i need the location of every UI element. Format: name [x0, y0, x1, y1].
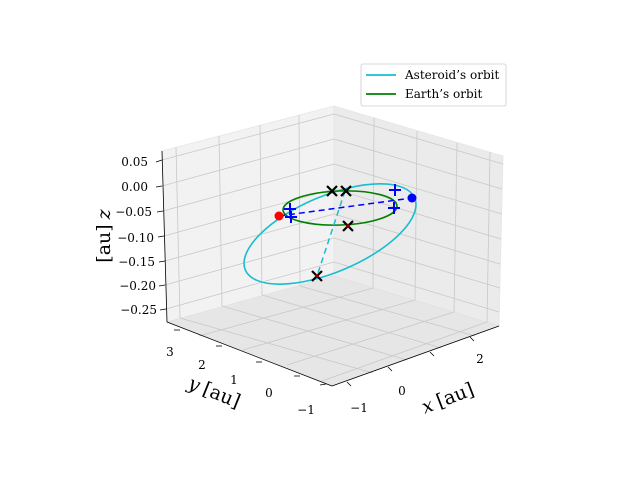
x-tick-label: 2 [476, 352, 484, 366]
z-axis-var: z [93, 208, 115, 220]
red-point [274, 211, 284, 221]
x-marker-earth [326, 185, 338, 197]
y-tick-label: 0 [265, 386, 273, 400]
z-tick-label: 0.00 [121, 180, 148, 194]
z-tick-label: −0.10 [117, 231, 154, 245]
y-tick-labels: 3 2 1 0 −1 [166, 345, 315, 417]
x-marker-core [346, 224, 350, 228]
x-tick-label: −1 [350, 401, 368, 415]
y-tick-label: 1 [230, 373, 238, 387]
z-tick-labels: 0.05 0.00 −0.05 −0.10 −0.15 −0.20 −0.25 [115, 155, 157, 317]
legend-box [360, 63, 507, 107]
line-of-nodes [278, 197, 413, 217]
plus-markers [284, 184, 401, 223]
legend-label-earth: Earth’s orbit [405, 87, 482, 101]
y-tick-label: 3 [166, 345, 174, 359]
tick-marks [155, 159, 475, 387]
x-marker-earth [340, 185, 352, 197]
earth-orbit [282, 190, 398, 226]
legend-label-asteroid: Asteroid’s orbit [404, 68, 499, 82]
x-axis-var: x [419, 394, 437, 418]
x-tick-labels: −1 0 2 [350, 352, 484, 415]
axis-lines [161, 150, 500, 387]
legend: Asteroid’s orbit Earth’s orbit [360, 63, 507, 107]
z-tick-label: 0.05 [121, 155, 148, 169]
x-axis-unit: [au] [433, 378, 477, 412]
z-axis-unit: [au] [93, 224, 115, 262]
y-tick-label: −1 [297, 403, 315, 417]
x-markers [311, 185, 354, 282]
z-tick-label: −0.25 [120, 303, 157, 317]
grid-lines [161, 113, 504, 382]
y-tick-label: 2 [198, 358, 206, 372]
x-marker-core [315, 274, 319, 278]
plus-marker [389, 184, 401, 196]
z-tick-label: −0.20 [119, 279, 156, 293]
z-tick-label: −0.05 [115, 205, 152, 219]
plus-marker [285, 211, 297, 223]
y-axis-var: y [184, 372, 203, 397]
blue-point [407, 193, 417, 203]
x-axis-label: x[au] [419, 378, 477, 418]
projection-dashed-line [316, 190, 346, 277]
x-tick-label: 0 [398, 384, 406, 398]
z-tick-label: −0.15 [118, 255, 155, 269]
plus-marker [388, 202, 400, 214]
z-axis-label: [au] z [93, 208, 115, 262]
